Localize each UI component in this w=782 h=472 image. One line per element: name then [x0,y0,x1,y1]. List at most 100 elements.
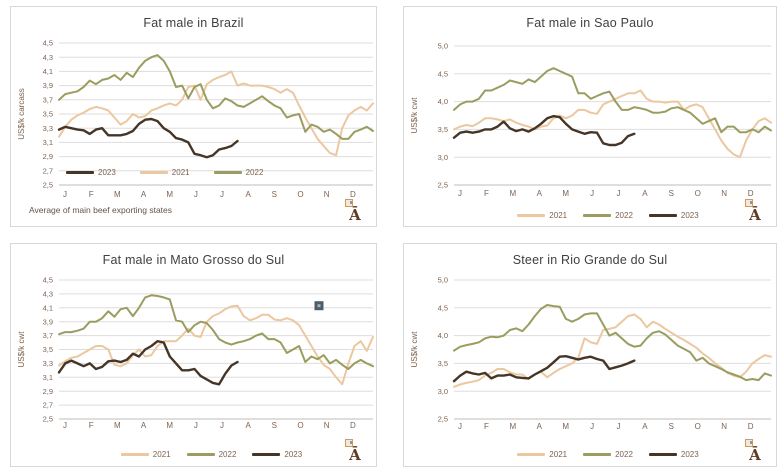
x-tick-label: D [748,189,754,198]
image-placeholder-icon [745,439,753,447]
x-tick-label: J [617,422,621,431]
legend-line-sample [517,214,546,217]
legend-label: 2021 [549,450,568,459]
logo-block: Ā [344,199,366,223]
legend-item-2023: 2023 [66,168,116,177]
y-tick-label: 4,5 [43,39,53,48]
logo-block: Ā [744,439,766,463]
legend-item-2023: 2023 [252,450,302,459]
selection-handle-dot [317,304,321,308]
legend-label: 2022 [615,211,633,220]
y-tick-label: 4,3 [43,53,53,62]
x-tick-label: J [590,422,594,431]
rio-grande-plot-area: 2,5 3,0 3,5 4,0 4,5 5,0 US$/k cwt J F M A M J J A S O N D [410,276,772,431]
y-tick-label: 3,3 [43,124,53,133]
legend-label: 2021 [549,211,568,220]
legend-item-2021: 2021 [120,450,171,459]
x-tick-label: J [194,190,198,199]
series-line-2023 [452,354,636,383]
logo-glyph: Ā [349,206,361,224]
chart-panel-mato-grosso-do-sul: 2,5 2,7 2,9 3,1 3,3 3,5 3,7 3,9 4,1 4,3 4,5 US$/k c… [10,243,377,467]
y-tick-label: 4,5 [43,276,53,285]
y-tick-label: 4,0 [438,331,448,340]
y-tick-label: 3,5 [438,359,448,368]
legend-line-sample [517,453,546,456]
x-tick-label: O [695,189,701,198]
legend-item-2021: 2021 [517,450,567,459]
x-tick-label: J [220,190,224,199]
legend-label: 2023 [680,450,699,459]
y-tick-label: 3,1 [43,373,53,382]
chart-title: Fat male in Mato Grosso do Sul [102,253,285,267]
legend-item-2022: 2022 [583,450,633,459]
x-tick-label: S [272,421,277,430]
y-tick-label: 3,9 [43,317,53,326]
image-placeholder-icon [345,439,353,447]
x-tick-label: F [89,190,94,199]
legend: 2021 2022 2023 [444,450,772,459]
series-line-2023 [452,114,636,147]
x-tick-label: J [63,421,67,430]
x-tick-label: F [89,421,94,430]
y-axis-label: US$/k carcass [17,88,26,140]
x-tick-label: A [245,421,251,430]
y-axis-label: US$/k cwt [17,331,26,368]
series-line-2022 [453,67,772,134]
y-tick-label: 2,9 [43,152,53,161]
x-tick-label: J [458,422,462,431]
y-tick-label: 2,5 [43,181,53,190]
logo-glyph: Ā [349,446,361,464]
image-placeholder-icon [745,199,753,207]
legend: 2023 2021 2022 [66,168,263,177]
legend-line-sample [648,214,677,217]
y-tick-label: 2,7 [43,166,53,175]
x-tick-label: D [350,421,356,430]
y-tick-label: 3,3 [43,359,53,368]
legend-item-2022: 2022 [213,168,263,177]
y-axis-label: US$/k cwt [410,331,419,368]
x-tick-label: M [562,189,569,198]
y-tick-label: 4,1 [43,303,53,312]
chart-panel-brazil: 2,5 2,7 2,9 3,1 3,3 3,5 3,7 3,9 4,1 4,3 4,5 US$/k c… [10,6,377,227]
x-tick-label: D [748,422,754,431]
x-tick-label: A [245,190,251,199]
series-line-2021 [453,313,772,388]
logo-glyph: Ā [749,446,761,464]
series-line-2022 [453,304,772,382]
x-tick-label: M [509,422,516,431]
y-tick-label: 2,5 [438,181,448,190]
legend-item-2022: 2022 [186,450,236,459]
x-tick-label: N [324,421,330,430]
legend-label: 2023 [284,450,303,459]
x-tick-label: O [695,422,701,431]
legend: 2021 2022 2023 [444,211,772,220]
legend-line-sample [120,453,149,456]
y-tick-label: 3,1 [43,138,53,147]
brazil-plot-area: 2,5 2,7 2,9 3,1 3,3 3,5 3,7 3,9 4,1 4,3 4,5 US$/k c… [17,39,374,199]
legend-line-sample [252,453,281,456]
series-line-2022 [58,54,374,140]
logo-block: Ā [344,439,366,463]
x-tick-label: A [537,189,543,198]
y-tick-label: 4,5 [438,303,448,312]
x-tick-label: M [509,189,516,198]
legend-label: 2023 [680,211,699,220]
sao-paulo-plot-area: 2,5 3,0 3,5 4,0 4,5 5,0 US$/k cwt J F M A M J J A S O N D [410,42,772,198]
x-tick-label: O [297,190,303,199]
x-tick-label: M [114,421,121,430]
x-tick-label: J [194,421,198,430]
series-line-2022 [58,294,374,370]
legend-item-2021: 2021 [517,211,567,220]
chart-footnote: Average of main beef exporting states [29,205,173,215]
legend-label: 2021 [152,450,171,459]
y-tick-label: 4,1 [43,67,53,76]
x-tick-label: A [141,190,147,199]
y-tick-label: 4,3 [43,290,53,299]
legend-label: 2023 [98,168,116,177]
legend-item-2022: 2022 [583,211,633,220]
logo-block: Ā [744,199,766,223]
x-tick-label: A [642,422,648,431]
legend-item-2021: 2021 [139,168,190,177]
legend-label: 2022 [615,450,633,459]
